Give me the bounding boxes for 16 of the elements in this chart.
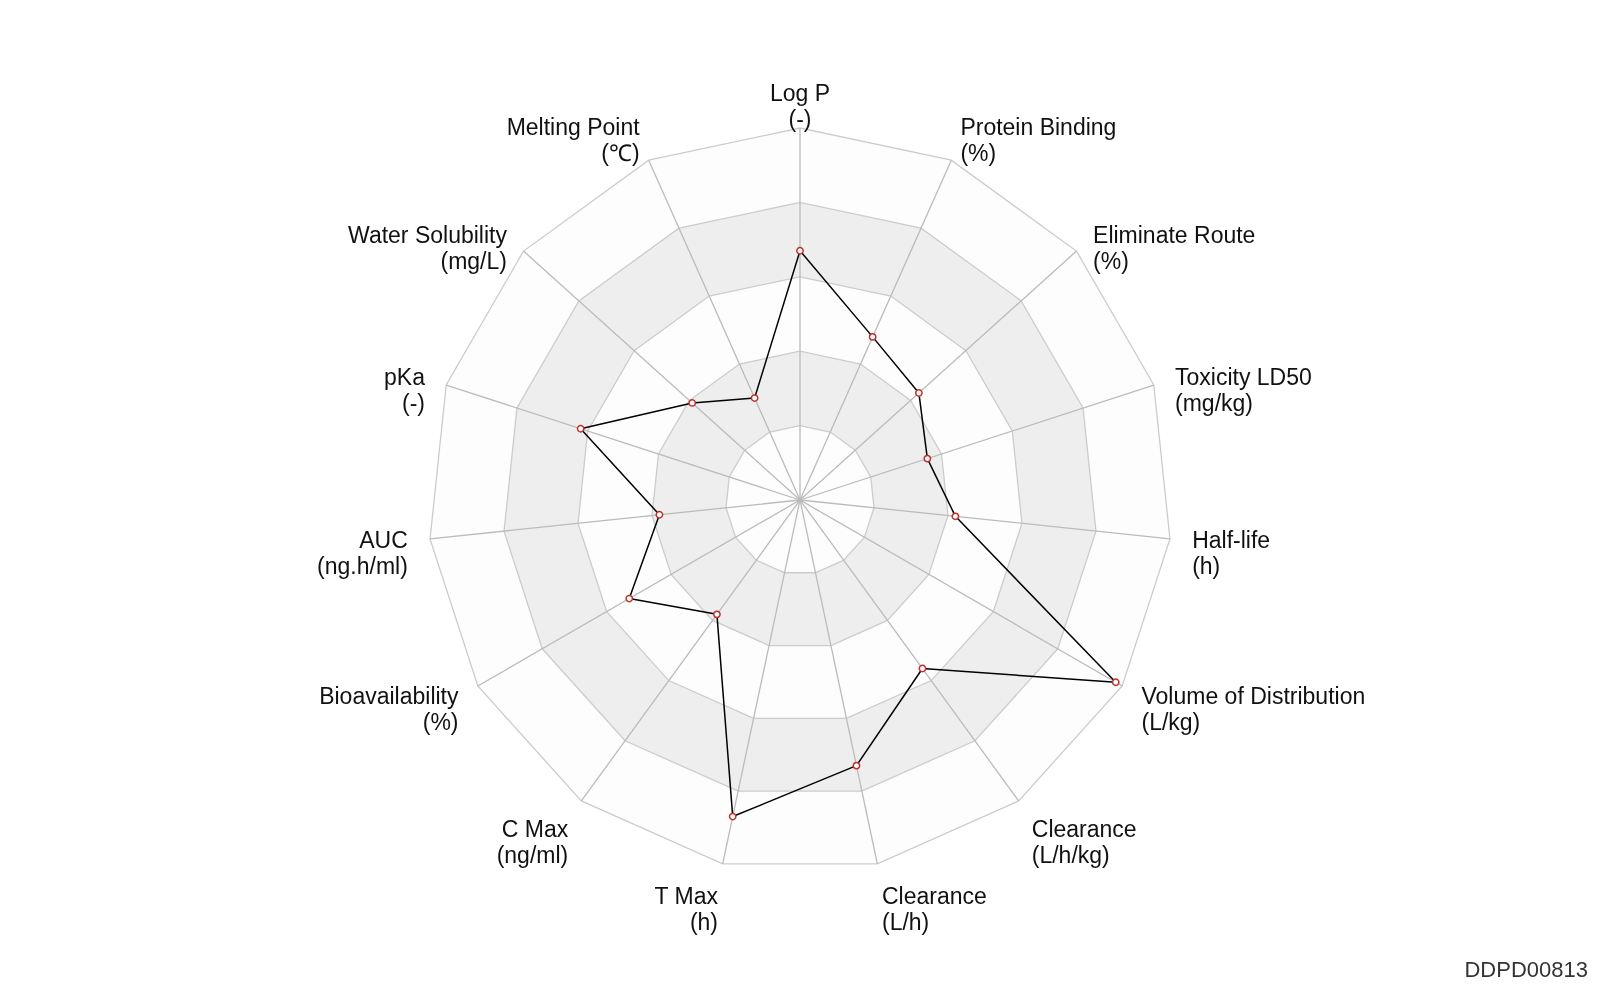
spoke-label: Bioavailability (%) xyxy=(319,683,459,736)
spoke-label: Clearance (L/h) xyxy=(881,882,987,935)
spoke-label: Volume of Distribution (L/kg) xyxy=(1141,683,1366,736)
spoke-label: T Max (h) xyxy=(654,882,719,935)
spoke-label: Eliminate Route (%) xyxy=(1093,222,1256,275)
spoke-label: Water Solubility (mg/L) xyxy=(348,222,508,275)
spoke-label: Protein Binding (%) xyxy=(960,113,1117,166)
spoke-label: Clearance (L/h/kg) xyxy=(1031,816,1137,869)
spoke-label: C Max (ng/ml) xyxy=(496,816,569,869)
spoke-label: Log P (-) xyxy=(769,79,831,132)
spoke-label: Toxicity LD50 (mg/kg) xyxy=(1175,364,1312,417)
spoke-label: Melting Point (℃) xyxy=(506,113,641,166)
spoke-label: AUC (ng.h/ml) xyxy=(317,527,408,580)
text: DDPD00813 xyxy=(1464,957,1588,982)
spoke-label: pKa (-) xyxy=(384,364,426,417)
spoke-label: Half-life (h) xyxy=(1192,527,1271,580)
